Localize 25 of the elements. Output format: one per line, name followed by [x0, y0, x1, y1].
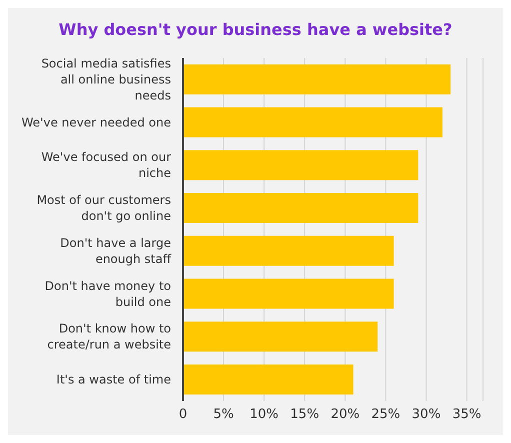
bar	[183, 64, 451, 94]
bar	[183, 236, 394, 266]
bar	[183, 193, 418, 224]
y-tick-label: Social media satisfies all online business needs	[41, 56, 171, 102]
x-tick-label: 25%	[371, 407, 400, 422]
bar	[183, 322, 378, 352]
x-tick-label: 35%	[452, 407, 482, 422]
chart-title: Why doesn't your business have a website?	[58, 19, 454, 41]
x-tick-label: 15%	[290, 407, 320, 422]
x-tick-label: 30%	[412, 407, 441, 422]
bar	[183, 278, 394, 309]
x-tick-label: 10%	[250, 407, 279, 422]
y-tick-label: Most of our customers don't go online	[36, 193, 171, 224]
y-tick-label: We've focused on our niche	[41, 150, 172, 180]
y-tick-label: Don't know how to create/run a website	[47, 322, 171, 352]
y-tick-label: It's a waste of time	[56, 372, 171, 387]
bar	[183, 150, 418, 180]
bar	[183, 364, 354, 395]
x-tick-label: 0	[178, 407, 188, 422]
bar	[183, 107, 442, 138]
x-tick-label: 20%	[330, 407, 360, 422]
y-tick-label: We've never needed one	[22, 115, 171, 130]
y-tick-label: Don't have a large enough staff	[60, 236, 172, 266]
x-tick-label: 5%	[213, 407, 234, 422]
y-tick-label: Don't have money to build one	[44, 278, 171, 309]
